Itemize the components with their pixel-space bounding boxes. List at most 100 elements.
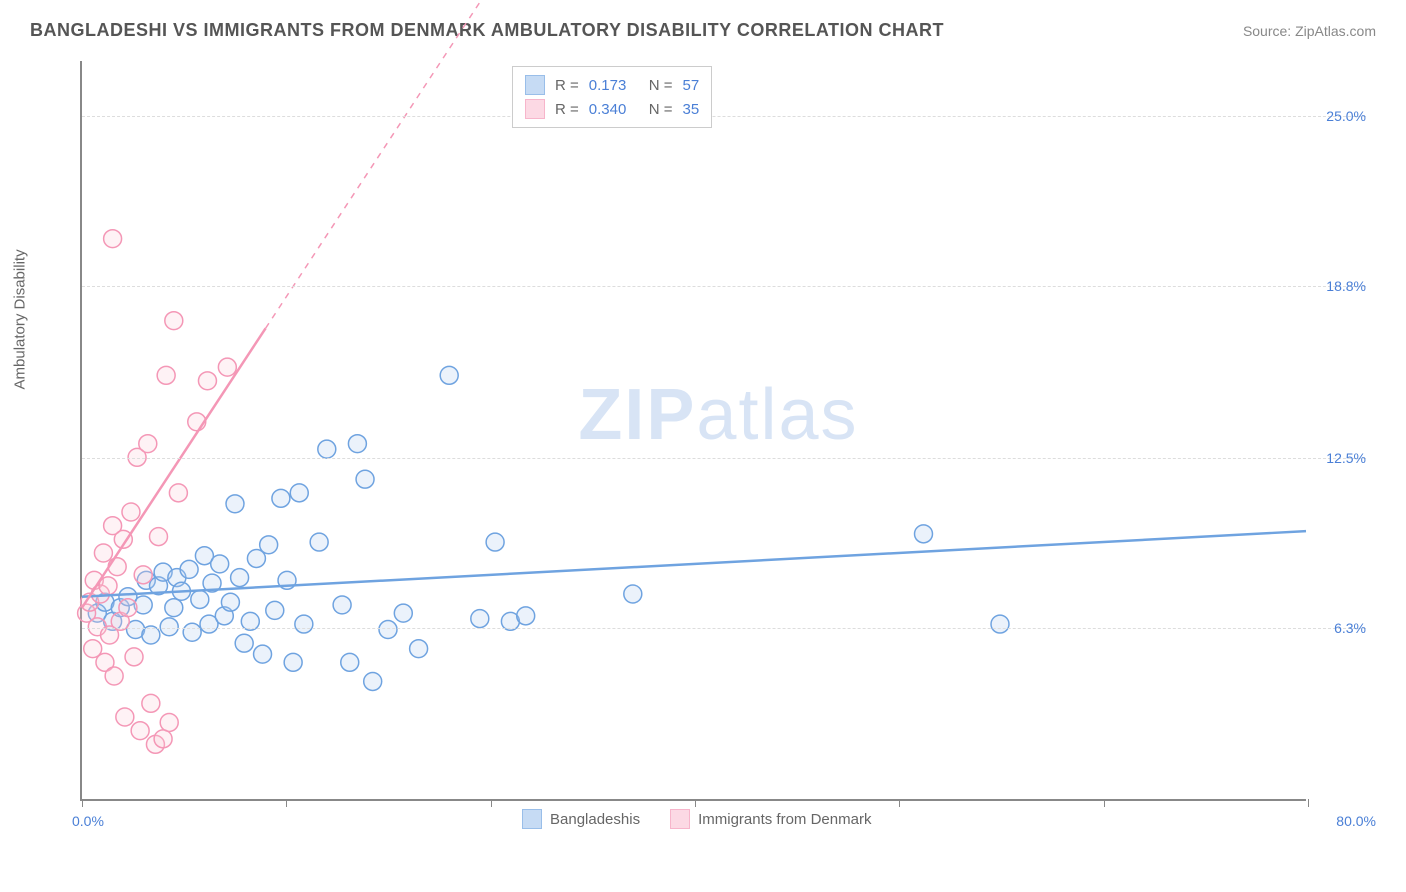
- trend-line-dashed: [266, 0, 496, 328]
- data-point: [991, 615, 1009, 633]
- data-point: [266, 601, 284, 619]
- data-point: [341, 653, 359, 671]
- n-value: 57: [683, 77, 700, 94]
- legend-correlation-row: R = 0.173 N = 57: [525, 73, 699, 97]
- data-point: [169, 484, 187, 502]
- chart-container: BANGLADESHI VS IMMIGRANTS FROM DENMARK A…: [0, 0, 1406, 892]
- data-point: [104, 230, 122, 248]
- data-point: [125, 648, 143, 666]
- data-point: [284, 653, 302, 671]
- data-point: [517, 607, 535, 625]
- legend-series-label: Immigrants from Denmark: [698, 811, 871, 828]
- data-point: [105, 667, 123, 685]
- source-label: Source:: [1243, 23, 1291, 39]
- data-point: [260, 536, 278, 554]
- data-point: [290, 484, 308, 502]
- chart-title: BANGLADESHI VS IMMIGRANTS FROM DENMARK A…: [30, 20, 944, 41]
- data-point: [122, 503, 140, 521]
- x-tick: [899, 799, 900, 807]
- data-point: [94, 544, 112, 562]
- plot-region: ZIPatlas R =0.173N =57R =0.340N =35 Bang…: [80, 61, 1306, 801]
- x-tick: [82, 799, 83, 807]
- r-label: R =: [555, 101, 579, 118]
- gridline: [82, 286, 1366, 287]
- x-axis-max-label: 80.0%: [1336, 813, 1376, 829]
- legend-correlation: R = 0.173 N = 57 R = 0.340 N = 35: [512, 66, 712, 128]
- data-point: [131, 722, 149, 740]
- data-point: [165, 599, 183, 617]
- x-tick: [1104, 799, 1105, 807]
- data-point: [410, 640, 428, 658]
- data-point: [235, 634, 253, 652]
- data-point: [486, 533, 504, 551]
- data-point: [218, 358, 236, 376]
- data-point: [318, 440, 336, 458]
- data-point: [157, 366, 175, 384]
- legend-series-label: Bangladeshis: [550, 811, 640, 828]
- data-point: [624, 585, 642, 603]
- data-point: [333, 596, 351, 614]
- data-point: [221, 593, 239, 611]
- data-point: [108, 558, 126, 576]
- legend-correlation-row: R = 0.340 N = 35: [525, 97, 699, 121]
- x-tick: [491, 799, 492, 807]
- data-point: [198, 372, 216, 390]
- data-point: [116, 708, 134, 726]
- data-point: [226, 495, 244, 513]
- data-point: [310, 533, 328, 551]
- data-point: [191, 590, 209, 608]
- y-axis-label: Ambulatory Disability: [12, 249, 29, 389]
- chart-area: Ambulatory Disability ZIPatlas R =0.173N…: [30, 51, 1376, 851]
- header: BANGLADESHI VS IMMIGRANTS FROM DENMARK A…: [30, 20, 1376, 41]
- legend-swatch-icon: [525, 75, 545, 95]
- data-point: [180, 560, 198, 578]
- data-point: [211, 555, 229, 573]
- data-point: [160, 618, 178, 636]
- r-value: 0.173: [589, 77, 639, 94]
- r-value: 0.340: [589, 101, 639, 118]
- x-tick: [1308, 799, 1309, 807]
- data-point: [272, 489, 290, 507]
- data-point: [183, 623, 201, 641]
- data-point: [165, 312, 183, 330]
- data-point: [154, 730, 172, 748]
- data-point: [440, 366, 458, 384]
- plot-svg: [82, 61, 1306, 799]
- y-tick-label: 6.3%: [1334, 620, 1366, 636]
- data-point: [139, 435, 157, 453]
- data-point: [348, 435, 366, 453]
- y-tick-label: 12.5%: [1326, 450, 1366, 466]
- data-point: [119, 599, 137, 617]
- legend-swatch-icon: [522, 809, 542, 829]
- data-point: [142, 694, 160, 712]
- gridline: [82, 458, 1366, 459]
- legend-series: Bangladeshis Immigrants from Denmark: [522, 809, 871, 829]
- gridline: [82, 116, 1366, 117]
- data-point: [379, 621, 397, 639]
- n-label: N =: [649, 101, 673, 118]
- data-point: [471, 610, 489, 628]
- x-tick: [286, 799, 287, 807]
- y-tick-label: 18.8%: [1326, 278, 1366, 294]
- legend-series-item: Bangladeshis: [522, 809, 640, 829]
- n-value: 35: [683, 101, 700, 118]
- legend-swatch-icon: [670, 809, 690, 829]
- n-label: N =: [649, 77, 673, 94]
- data-point: [134, 566, 152, 584]
- data-point: [356, 470, 374, 488]
- data-point: [364, 672, 382, 690]
- data-point: [915, 525, 933, 543]
- legend-swatch-icon: [525, 99, 545, 119]
- data-point: [150, 528, 168, 546]
- gridline: [82, 628, 1366, 629]
- source-attribution: Source: ZipAtlas.com: [1243, 23, 1376, 39]
- data-point: [295, 615, 313, 633]
- data-point: [394, 604, 412, 622]
- r-label: R =: [555, 77, 579, 94]
- x-axis-min-label: 0.0%: [72, 813, 104, 829]
- x-tick: [695, 799, 696, 807]
- data-point: [254, 645, 272, 663]
- data-point: [231, 569, 249, 587]
- source-name: ZipAtlas.com: [1295, 23, 1376, 39]
- data-point: [160, 713, 178, 731]
